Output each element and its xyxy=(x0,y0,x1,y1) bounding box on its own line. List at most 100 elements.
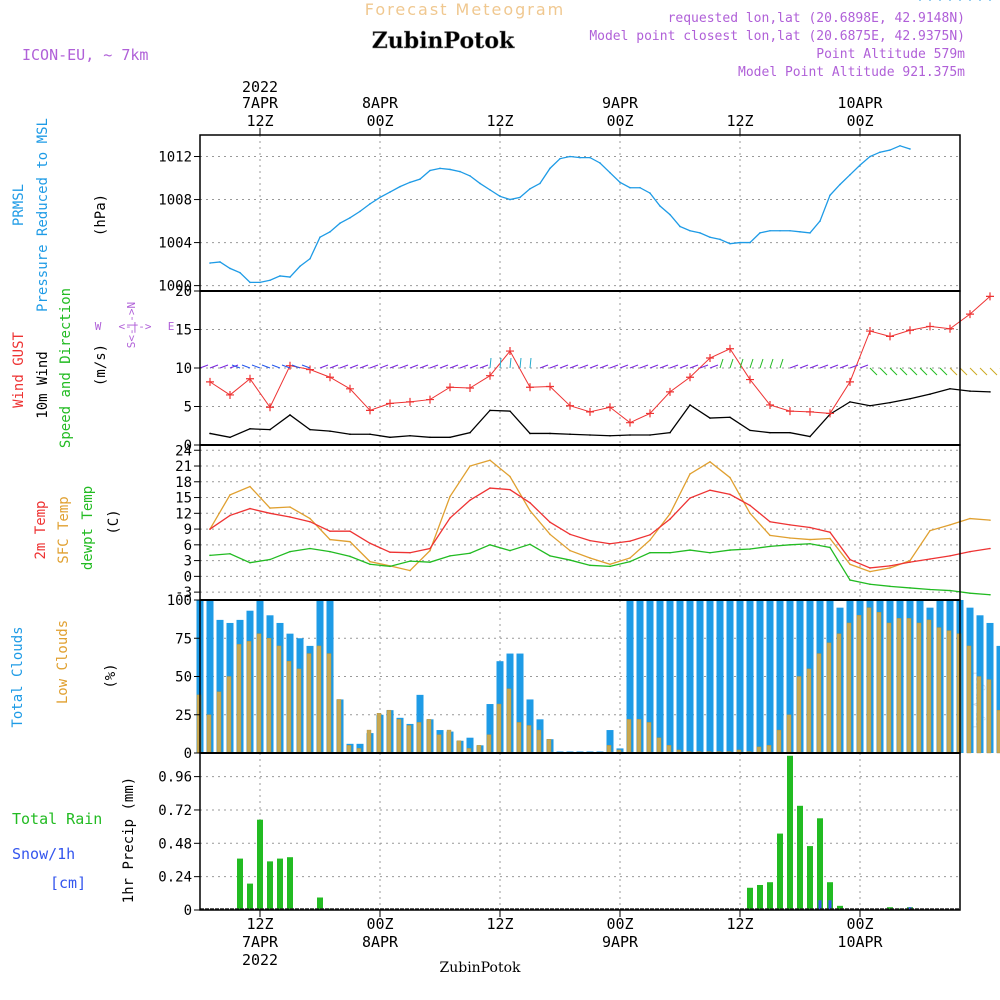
wind-gust-point-7 xyxy=(346,384,354,393)
wind-speed-point-6 xyxy=(329,430,331,432)
rain-bar-10 xyxy=(767,882,773,910)
temp-2m-point-29 xyxy=(789,524,791,526)
wind-gust-point-3 xyxy=(266,403,274,412)
wind-arrow-60 xyxy=(739,358,744,369)
pressure-point-41 xyxy=(619,181,621,184)
pressure-point-26 xyxy=(469,175,471,177)
ytick-label-temperature-2: 3 xyxy=(184,554,192,570)
wind-gust-point-25 xyxy=(706,353,714,362)
dewpt-temp-point-1 xyxy=(229,552,231,555)
low-cloud-bar-43 xyxy=(626,719,632,754)
wind-arrow-75 xyxy=(889,367,898,376)
sfc-temp-point-26 xyxy=(729,476,731,479)
pressure-point-38 xyxy=(589,156,591,159)
dewpt-temp-point-38 xyxy=(969,592,971,594)
ytick-label-wind-2: 10 xyxy=(175,361,192,377)
dewpt-temp-point-2 xyxy=(249,561,251,564)
wind-arrow-18 xyxy=(319,364,329,369)
temp-2m-point-32 xyxy=(849,558,851,561)
wind-speed-point-17 xyxy=(549,432,551,435)
wind-gust-point-9 xyxy=(386,399,394,408)
temp-2m-point-38 xyxy=(969,550,971,553)
sfc-temp-point-14 xyxy=(489,459,491,462)
total-cloud-bar-29 xyxy=(486,704,494,753)
label-ms: (m/s) xyxy=(93,344,109,386)
wind-gust-point-16 xyxy=(526,383,534,392)
temp-2m-point-8 xyxy=(369,542,371,545)
low-cloud-bar-25 xyxy=(446,729,452,754)
wind-speed-point-2 xyxy=(249,428,251,430)
wind-speed-point-15 xyxy=(509,410,511,412)
dewpt-temp-point-23 xyxy=(669,551,671,554)
low-cloud-bar-22 xyxy=(416,722,422,754)
wind-arrow-39 xyxy=(529,357,532,369)
pressure-point-25 xyxy=(459,170,461,173)
label-1hr-precip: 1hr Precip (mm) xyxy=(121,777,137,903)
wind-arrow-7 xyxy=(209,364,219,369)
ytick-label-pressure-0: 1000 xyxy=(158,279,192,295)
wind-arrow-8 xyxy=(219,364,229,369)
wind-arrow-17 xyxy=(301,364,311,369)
wind-speed-line xyxy=(209,388,991,438)
dewpt-temp-point-27 xyxy=(749,548,751,550)
requested-point: requested lon,lat (20.6898E, 42.9148N) xyxy=(668,11,965,26)
rain-bar-13 xyxy=(797,805,803,910)
label-2m-temp: 2m Temp xyxy=(33,500,49,559)
rain-bar-1 xyxy=(247,883,253,910)
rain-bar-5 xyxy=(287,857,293,910)
wind-gust-point-6 xyxy=(326,373,334,382)
total-cloud-bar-80 xyxy=(996,645,1000,753)
sfc-temp-point-11 xyxy=(429,549,431,552)
location-title: ZubinPotok xyxy=(372,28,515,54)
wind-speed-point-36 xyxy=(929,393,931,395)
pressure-point-43 xyxy=(639,186,641,189)
pressure-point-17 xyxy=(379,196,381,199)
pressure-point-78 xyxy=(989,0,991,1)
pressure-point-13 xyxy=(339,222,341,225)
wind-arrow-25 xyxy=(389,364,399,369)
rain-bar-3 xyxy=(267,861,273,910)
wind-speed-point-10 xyxy=(409,434,411,437)
wind-arrow-6 xyxy=(199,364,209,369)
snow-bar-16 xyxy=(828,900,832,910)
wind-speed-point-12 xyxy=(449,436,451,439)
pressure-point-44 xyxy=(649,192,651,194)
temp-2m-point-17 xyxy=(549,521,551,524)
low-cloud-bar-31 xyxy=(506,688,512,754)
wind-arrow-12 xyxy=(251,364,261,369)
pressure-point-51 xyxy=(719,238,721,241)
pressure-point-30 xyxy=(509,198,511,201)
wind-arrow-41 xyxy=(549,364,559,369)
sfc-temp-point-35 xyxy=(909,559,911,562)
model-label: ICON-EU, ~ 7km xyxy=(22,46,148,64)
dewpt-temp-point-31 xyxy=(829,546,831,549)
pressure-point-37 xyxy=(579,156,581,159)
total-cloud-bar-53 xyxy=(726,600,734,753)
low-cloud-bar-70 xyxy=(896,618,902,754)
dewpt-temp-point-28 xyxy=(769,545,771,548)
ytick-label-temperature-5: 12 xyxy=(175,506,192,522)
low-cloud-bar-30 xyxy=(496,703,502,754)
wind-arrow-14 xyxy=(271,364,281,369)
bottom-axis-year-0: 2022 xyxy=(242,951,278,969)
dewpt-temp-point-4 xyxy=(289,550,291,553)
wind-gust-point-1 xyxy=(226,390,234,399)
ytick-label-temperature-0: -3 xyxy=(175,585,192,601)
low-cloud-bar-19 xyxy=(386,709,392,754)
closest-point: Model point closest lon,lat (20.6875E, 4… xyxy=(589,29,965,44)
wind-gust-point-30 xyxy=(806,407,814,416)
bottom-axis-hour-2: 12Z xyxy=(486,915,513,933)
total-cloud-bar-46 xyxy=(656,600,664,753)
pressure-point-11 xyxy=(319,236,321,239)
temp-2m-point-21 xyxy=(629,540,631,542)
low-cloud-bar-34 xyxy=(536,729,542,754)
sfc-temp-point-16 xyxy=(529,509,531,512)
sfc-temp-point-33 xyxy=(869,570,871,573)
wind-speed-point-20 xyxy=(609,434,611,437)
sfc-temp-point-23 xyxy=(669,513,671,515)
pressure-point-67 xyxy=(879,151,881,154)
model-altitude: Model Point Altitude 921.375m xyxy=(738,65,965,80)
sfc-temp-point-12 xyxy=(449,495,451,498)
pressure-point-3 xyxy=(239,271,241,274)
